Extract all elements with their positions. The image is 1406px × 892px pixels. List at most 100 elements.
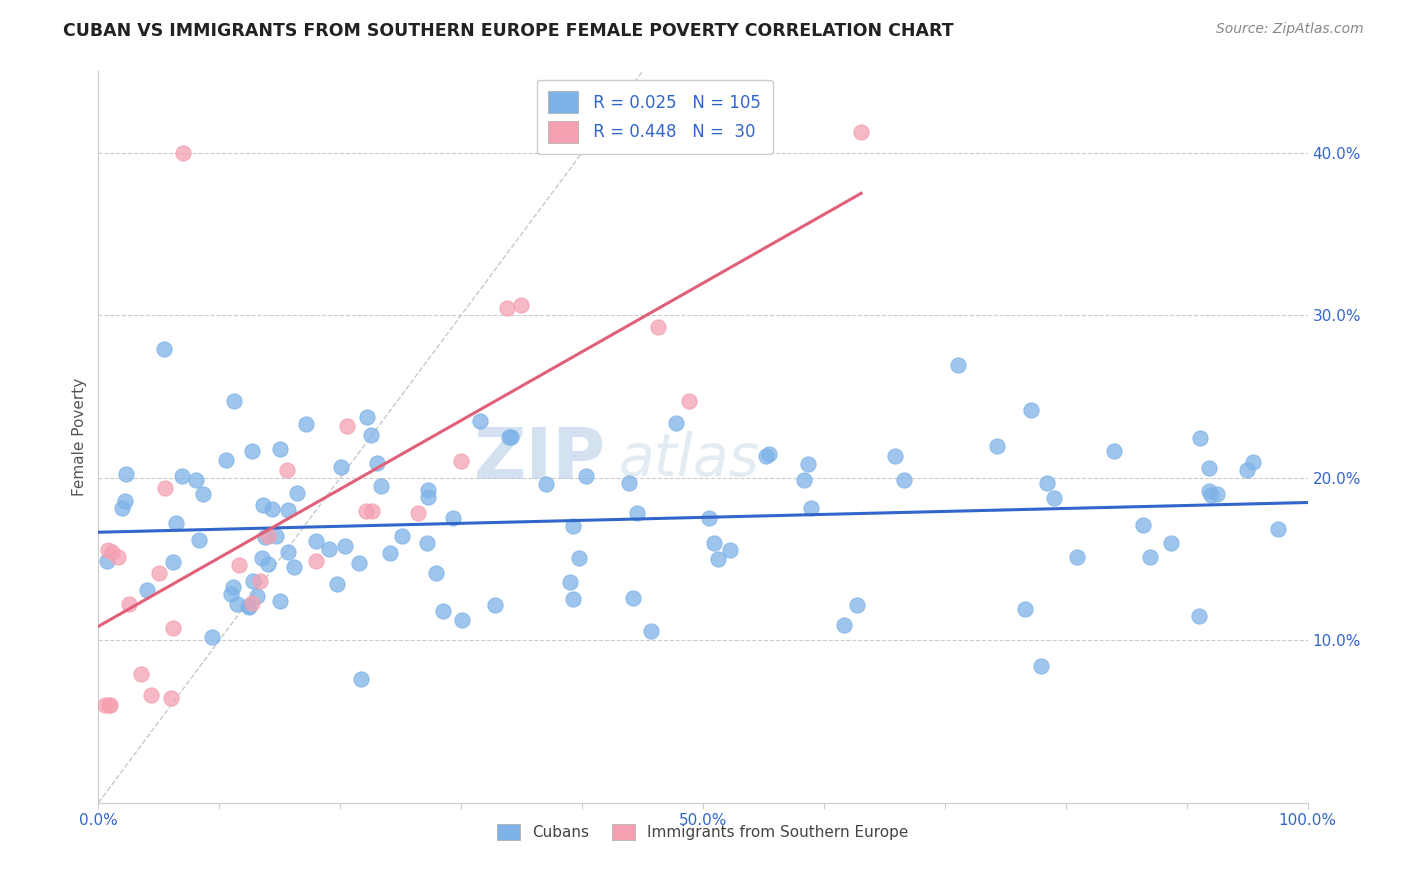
Point: [370, 479, 392, 493]
Point: [416, 536, 439, 550]
Point: [484, 599, 506, 613]
Point: [139, 688, 162, 702]
Point: [155, 481, 177, 495]
Text: Source: ZipAtlas.com: Source: ZipAtlas.com: [1216, 22, 1364, 37]
Point: [246, 589, 269, 603]
Point: [114, 494, 136, 508]
Point: [326, 577, 349, 591]
Point: [135, 582, 157, 597]
Point: [499, 430, 522, 444]
Point: [703, 535, 725, 549]
Point: [758, 447, 780, 461]
Point: [100, 545, 122, 559]
Point: [266, 529, 288, 543]
Point: [1188, 608, 1211, 623]
Point: [225, 597, 247, 611]
Point: [450, 454, 472, 468]
Point: [107, 549, 129, 564]
Point: [336, 418, 359, 433]
Point: [191, 487, 214, 501]
Point: [361, 503, 384, 517]
Point: [626, 506, 648, 520]
Point: [697, 511, 720, 525]
Point: [240, 596, 263, 610]
Point: [165, 516, 187, 530]
Point: [575, 469, 598, 483]
Point: [1267, 522, 1289, 536]
Point: [1066, 549, 1088, 564]
Point: [354, 504, 377, 518]
Point: [1035, 476, 1057, 491]
Point: [333, 539, 356, 553]
Point: [665, 416, 688, 430]
Point: [893, 473, 915, 487]
Point: [391, 529, 413, 543]
Point: [252, 550, 274, 565]
Point: [366, 456, 388, 470]
Point: [283, 560, 305, 574]
Point: [276, 463, 298, 477]
Point: [406, 506, 429, 520]
Point: [356, 409, 378, 424]
Point: [249, 574, 271, 588]
Point: [253, 530, 276, 544]
Text: atlas: atlas: [619, 431, 759, 488]
Point: [1199, 488, 1222, 502]
Point: [441, 510, 464, 524]
Point: [238, 599, 260, 613]
Point: [349, 556, 371, 570]
Point: [98, 698, 121, 713]
Point: [187, 533, 209, 548]
Point: [1014, 602, 1036, 616]
Point: [1102, 444, 1125, 458]
Point: [238, 599, 260, 614]
Point: [707, 552, 730, 566]
Point: [242, 574, 264, 589]
Point: [252, 498, 274, 512]
Point: [160, 690, 183, 705]
Point: [800, 501, 823, 516]
Point: [1043, 491, 1066, 505]
Point: [946, 358, 969, 372]
Point: [432, 604, 454, 618]
Point: [97, 542, 120, 557]
Point: [418, 491, 440, 505]
Point: [256, 529, 278, 543]
Point: [849, 125, 872, 139]
Point: [1132, 517, 1154, 532]
Point: [215, 453, 238, 467]
Point: [201, 630, 224, 644]
Point: [496, 301, 519, 315]
Point: [498, 430, 520, 444]
Point: [755, 449, 778, 463]
Point: [1189, 431, 1212, 445]
Point: [219, 587, 242, 601]
Point: [718, 542, 741, 557]
Point: [797, 457, 820, 471]
Point: [1160, 535, 1182, 549]
Point: [98, 698, 121, 713]
Point: [96, 554, 118, 568]
Point: [257, 557, 280, 571]
Point: [240, 443, 263, 458]
Point: [1139, 549, 1161, 564]
Point: [269, 442, 291, 456]
Y-axis label: Female Poverty: Female Poverty: [72, 378, 87, 496]
Point: [360, 427, 382, 442]
Point: [184, 473, 207, 487]
Point: [1029, 659, 1052, 673]
Point: [678, 393, 700, 408]
Point: [287, 485, 309, 500]
Point: [305, 533, 328, 548]
Point: [277, 545, 299, 559]
Point: [170, 469, 193, 483]
Point: [118, 597, 141, 611]
Point: [640, 624, 662, 639]
Point: [1198, 460, 1220, 475]
Point: [131, 666, 153, 681]
Point: [318, 542, 340, 557]
Point: [536, 477, 558, 491]
Point: [330, 460, 353, 475]
Point: [277, 502, 299, 516]
Point: [153, 342, 176, 356]
